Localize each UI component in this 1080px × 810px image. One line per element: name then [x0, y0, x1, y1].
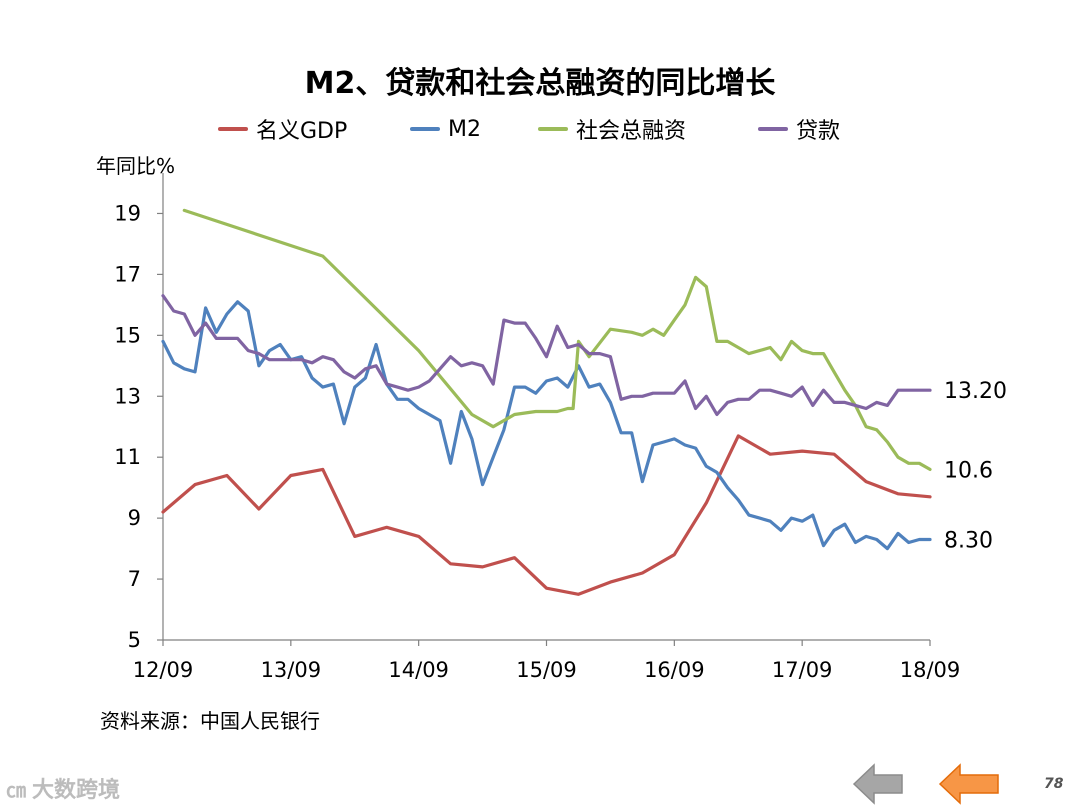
watermark-logo-icon: ㎝	[6, 777, 26, 802]
line-chart: 5 7 9 11 13 15 17 19 12/09 13/09 14/09 15/09 16/09 17…	[114, 173, 1007, 682]
legend-label-tsf: 社会总融资	[576, 119, 687, 144]
tsf-series-line	[182, 208, 932, 471]
x-tick-label: 17/09	[772, 658, 833, 682]
legend-item-loans: 贷款	[758, 112, 840, 146]
x-tick-label: 14/09	[388, 658, 449, 682]
gdp-series-line	[161, 434, 932, 596]
x-tick-label: 12/09	[133, 658, 194, 682]
legend-swatch-loans	[758, 127, 788, 131]
watermark: ㎝ 大数跨境	[6, 772, 120, 804]
y-tick-label: 11	[114, 445, 141, 469]
y-tick-label: 5	[128, 628, 141, 652]
m2-series-line	[161, 300, 932, 551]
end-value-label: 8.30	[944, 528, 993, 553]
legend-label-m2: M2	[448, 116, 481, 142]
x-tick-label: 13/09	[261, 658, 322, 682]
next-slide-button[interactable]	[938, 762, 1000, 806]
previous-slide-button[interactable]	[852, 762, 904, 806]
y-tick-label: 9	[128, 506, 141, 530]
x-tick-label: 15/09	[516, 658, 577, 682]
legend-label-gdp: 名义GDP	[256, 119, 348, 144]
chart-title: M2、贷款和社会总融资的同比增长	[304, 66, 776, 101]
legend-swatch-m2	[410, 127, 440, 131]
chart-legend: 名义GDP M2 社会总融资 贷款	[0, 112, 1080, 146]
legend-label-loans: 贷款	[796, 119, 841, 144]
watermark-text: 大数跨境	[32, 778, 121, 803]
loans-series-line	[161, 294, 932, 417]
y-tick-label: 13	[114, 384, 141, 408]
page-number: 78	[1044, 776, 1064, 792]
y-tick-label: 7	[128, 567, 141, 591]
x-tick-label: 18/09	[900, 658, 961, 682]
end-value-label: 13.20	[944, 379, 1007, 404]
left-arrow-icon	[852, 763, 903, 805]
legend-swatch-gdp	[218, 127, 248, 131]
source-note: 资料来源：中国人民银行	[100, 709, 320, 733]
legend-item-gdp: 名义GDP	[218, 112, 347, 146]
y-tick-label: 15	[114, 323, 141, 347]
x-tick-label: 16/09	[644, 658, 705, 682]
y-tick-label: 19	[114, 201, 141, 225]
y-axis-label: 年同比%	[96, 154, 176, 178]
legend-item-m2: M2	[410, 112, 481, 146]
end-value-label: 10.6	[944, 458, 993, 483]
legend-swatch-tsf	[538, 127, 568, 131]
left-arrow-icon	[938, 763, 999, 805]
legend-item-tsf: 社会总融资	[538, 112, 686, 146]
y-tick-label: 17	[114, 262, 141, 286]
